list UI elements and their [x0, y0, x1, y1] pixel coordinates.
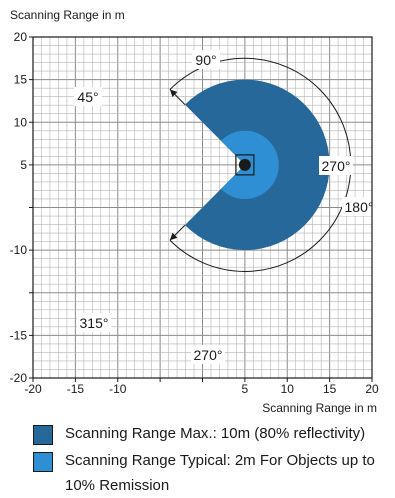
x-tick-label: -10: [109, 382, 127, 396]
angle-label: 180°: [345, 199, 374, 215]
arrow-head-45: [169, 89, 178, 97]
sensor-icon: [238, 158, 251, 171]
angle-label-bg: [192, 50, 220, 69]
x-tick-label: -20: [24, 382, 42, 396]
y-tick-label: 20: [14, 30, 28, 44]
y-axis-label: Scanning Range in m: [10, 8, 125, 22]
angle-label-bg: [342, 197, 376, 216]
legend-label-max: Scanning Range Max.: 10m (80% reflectivi…: [65, 425, 366, 442]
x-tick-label: 10: [281, 382, 295, 396]
x-tick-label: 20: [365, 382, 379, 396]
y-tick-label: -15: [10, 328, 28, 342]
angle-label-bg: [319, 156, 353, 175]
y-tick-label: -10: [10, 243, 28, 257]
y-tick-label: 15: [14, 73, 28, 87]
legend-swatch-max: [33, 425, 53, 445]
scan-range-diagram: 90° 45° 270° 180° 315° 270° -20 -15 -10 5 10 15 20 2…: [10, 8, 379, 415]
x-tick-label: 5: [242, 382, 249, 396]
angle-label-bg: [77, 313, 111, 332]
angle-annotations: 90° 45° 270° 180° 315° 270°: [74, 50, 376, 364]
angle-label: 90°: [195, 52, 216, 68]
angle-label-bg: [74, 87, 102, 106]
angle-label: 45°: [77, 89, 98, 105]
axes: -20 -15 -10 5 10 15 20 20 15 10 5 -10 -15 -20: [10, 30, 379, 396]
x-tick-label: 15: [323, 382, 337, 396]
x-tick-label: -15: [67, 382, 85, 396]
angle-label: 270°: [322, 158, 351, 174]
legend-label-typical: Scanning Range Typical: 2m For Objects u…: [65, 452, 375, 494]
arrow-head-315: [169, 232, 178, 241]
y-tick-label: 5: [20, 158, 27, 172]
angle-label: 270°: [194, 347, 223, 363]
x-axis-label: Scanning Range in m: [262, 401, 377, 415]
scan-sectors: [184, 79, 330, 251]
legend-swatch-typical: [33, 452, 53, 472]
y-tick-label: -20: [10, 371, 28, 385]
sensor-box: [235, 154, 255, 176]
angle-label: 315°: [80, 315, 109, 331]
angle-label-bg: [191, 345, 225, 364]
y-tick-label: 10: [14, 115, 28, 129]
